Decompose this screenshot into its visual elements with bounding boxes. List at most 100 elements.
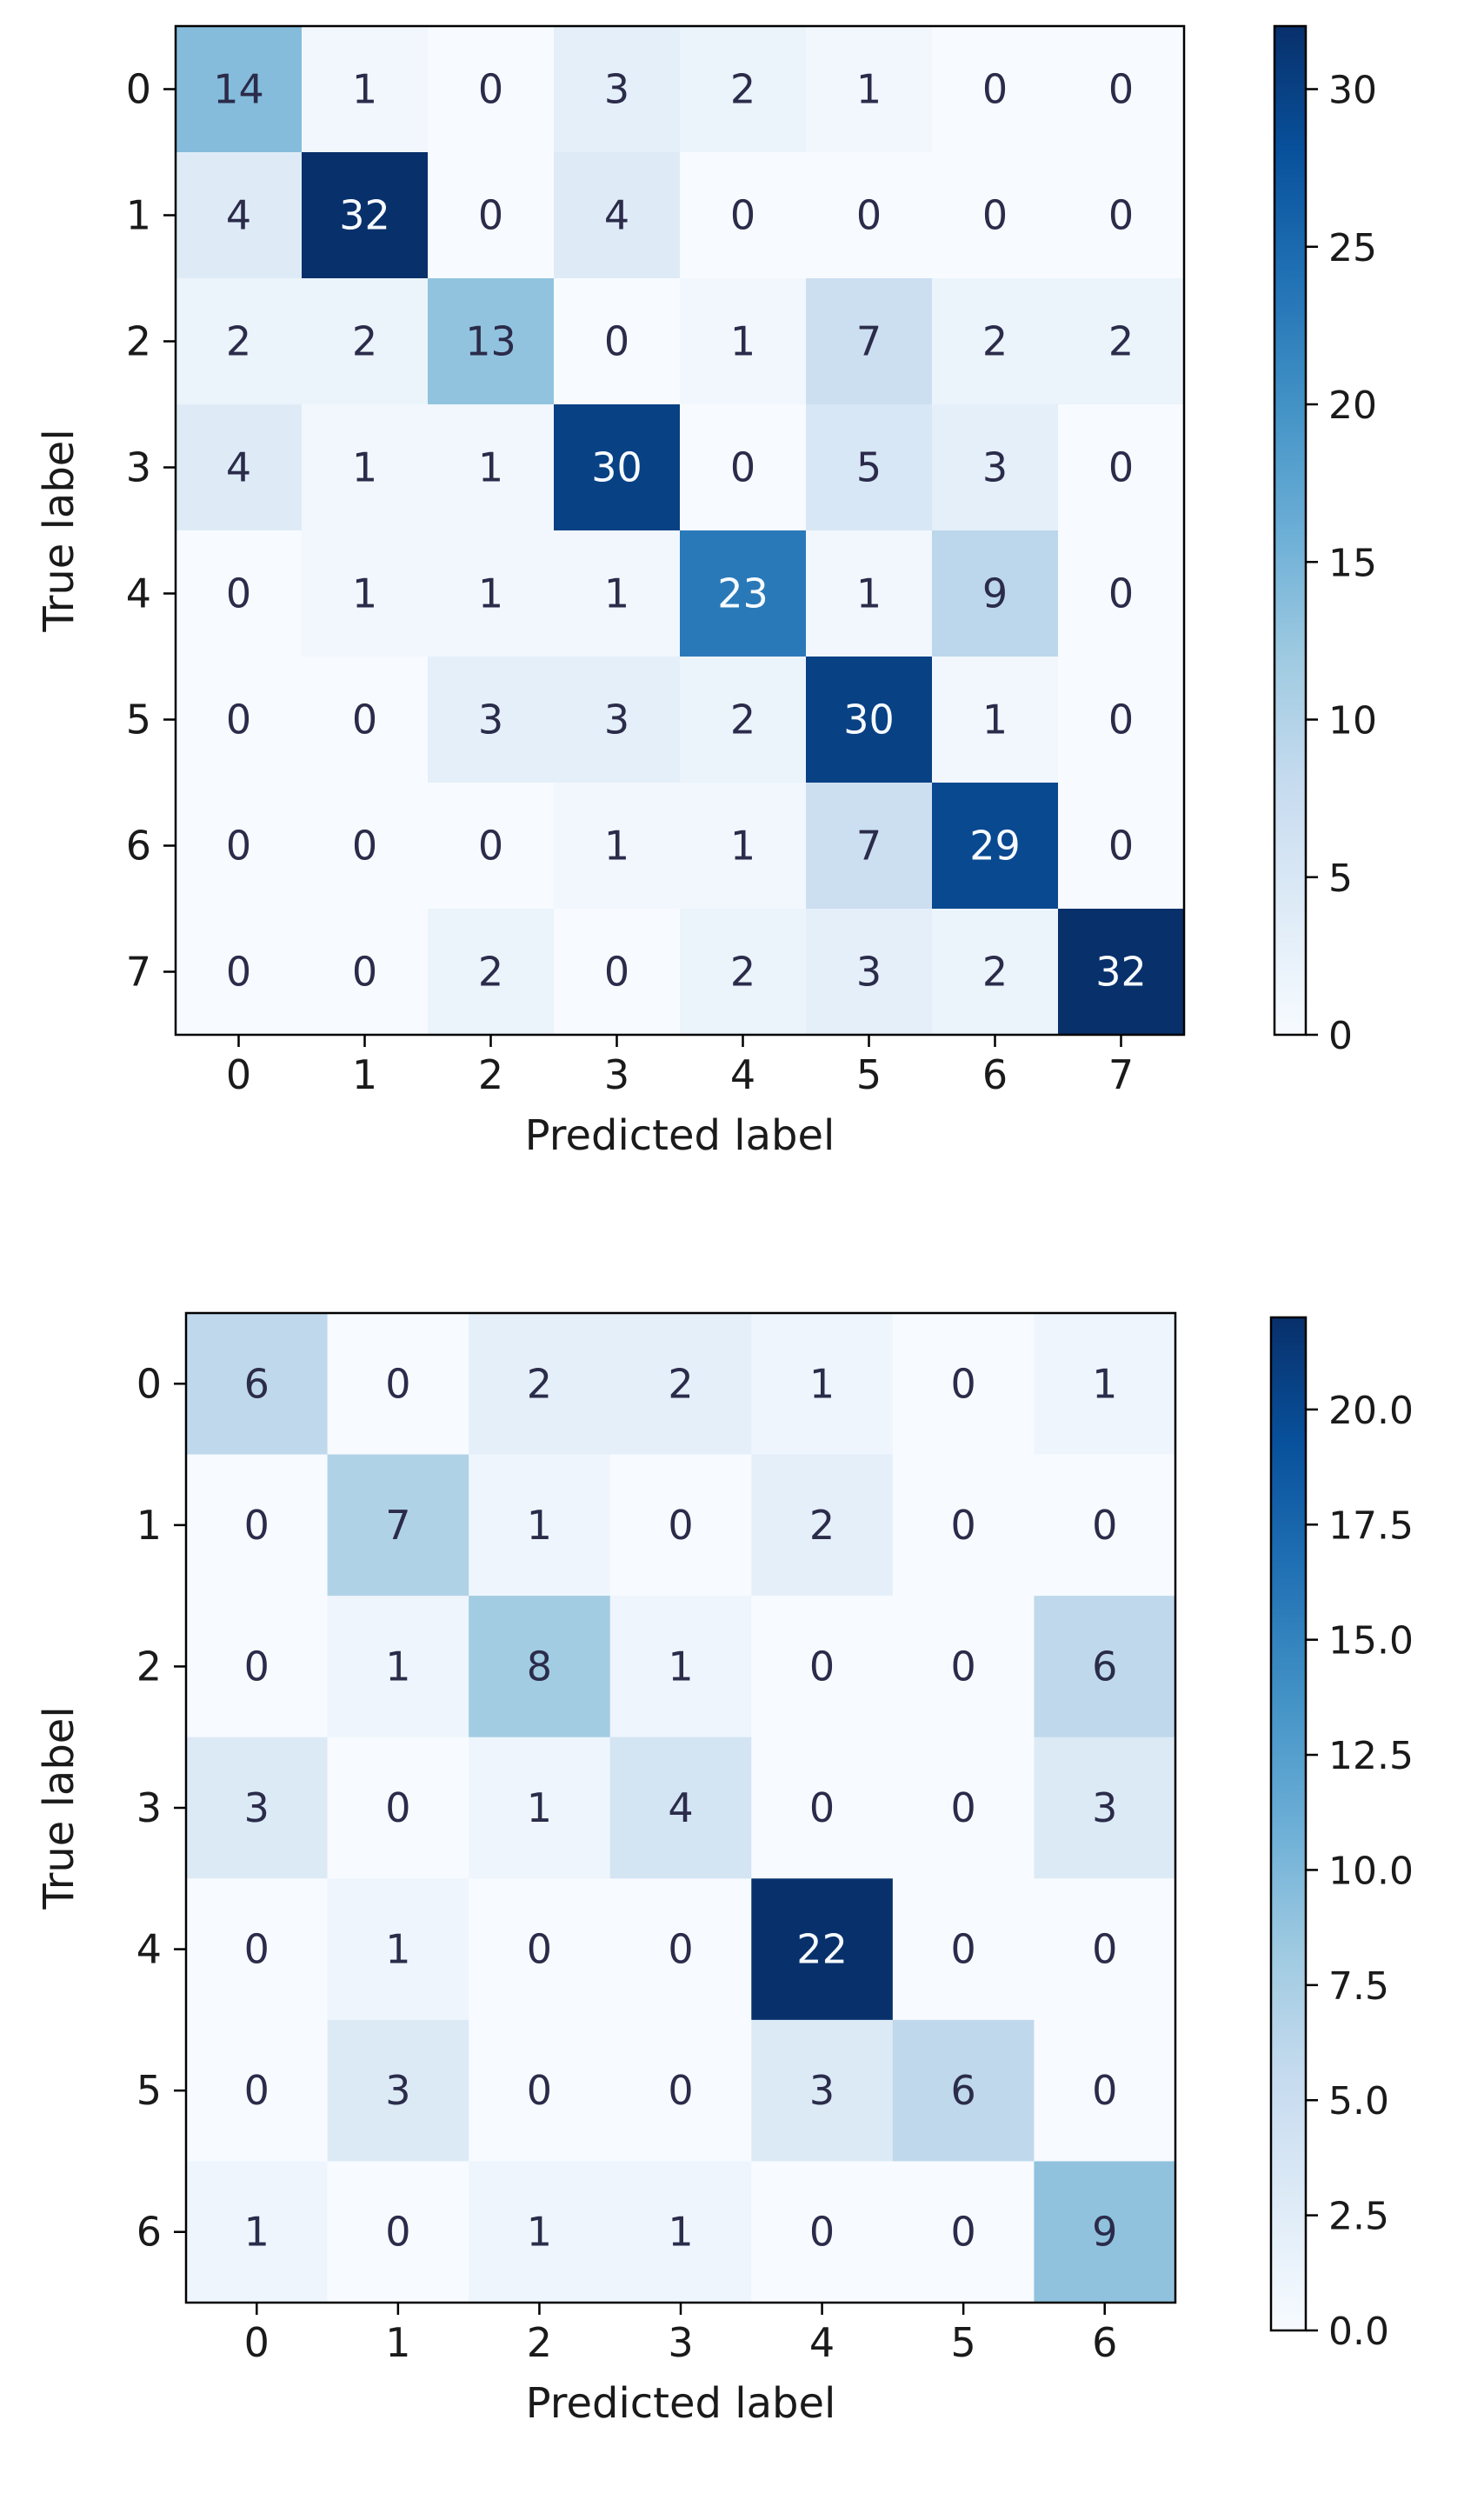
cell-value-label: 1 [604,823,629,870]
cell-value-label: 0 [1108,444,1134,491]
cell-value-label: 30 [591,444,642,491]
heatmap-cell [609,1737,752,1879]
cell-value-label: 9 [1092,2209,1117,2256]
cell-value-label: 0 [226,823,251,870]
heatmap-cell [469,1737,611,1879]
cell-value-label: 0 [1108,823,1134,870]
cell-value-label: 0 [856,192,882,239]
heatmap-cell [751,1878,894,2021]
heatmap-cell [806,152,933,279]
heatmap-cell [186,1596,329,1738]
heatmap-cell [469,2161,611,2303]
cell-value-label: 1 [478,570,503,617]
cell-value-label: 0 [478,66,503,113]
cell-value-label: 2 [1108,318,1134,365]
heatmap-cell [806,404,933,531]
heatmap-cell [554,404,681,531]
heatmap-cell [1034,1878,1176,2021]
cell-value-label: 0 [527,1926,552,1973]
heatmap-cell [176,404,303,531]
heatmap-cell [469,1454,611,1597]
cell-value-label: 4 [226,444,251,491]
cell-value-label: 0 [730,444,755,491]
heatmap-cell [932,278,1059,405]
cell-value-label: 1 [352,444,377,491]
cell-value-label: 0 [244,1502,270,1549]
colorbar-tick-label: 20.0 [1328,1389,1414,1433]
cell-value-label: 1 [1092,1360,1117,1407]
cell-value-label: 1 [809,1360,835,1407]
heatmap-cell [327,2161,469,2303]
cell-value-label: 6 [1092,1643,1117,1690]
heatmap-cell [609,2161,752,2303]
cell-value-label: 2 [982,318,1008,365]
y-tick-label: 3 [136,1784,162,1831]
cell-value-label: 0 [668,2067,693,2114]
colorbar-tick-label: 0 [1328,1014,1353,1058]
heatmap-cell [428,278,555,405]
x-tick-label: 0 [226,1051,251,1098]
cell-value-label: 6 [951,2067,976,2114]
cell-value-label: 3 [385,2067,410,2114]
colorbar-tick-label: 15.0 [1328,1619,1414,1663]
colorbar-tick-label: 10 [1328,699,1377,743]
cell-value-label: 0 [951,1784,976,1831]
cell-value-label: 0 [951,1643,976,1690]
heatmap-cell [186,2161,329,2303]
heatmap-cell [1034,2019,1176,2163]
cell-value-label: 0 [982,192,1008,239]
heatmap-cell [806,783,933,910]
y-tick-label: 5 [126,697,151,743]
cell-value-label: 3 [478,697,503,743]
confusion-matrix-bottom: 6 0 2 2 1 0 10 7 1 0 2 0 00 1 8 1 0 0 63 0 1 4 0 0 30 1 0 0 22 0 00 3 0 0… [35,1311,1414,2428]
colorbar-tick-label: 5.0 [1328,2079,1389,2123]
y-tick-label: 6 [126,823,151,870]
cell-value-label: 0 [1108,697,1134,743]
colorbar-tick-label: 7.5 [1328,1964,1389,2009]
cell-value-label: 29 [969,823,1021,870]
y-tick-label: 1 [126,192,151,239]
heatmap-cell [186,1737,329,1879]
heatmap-cell [892,1313,1035,1456]
heatmap-cell [1058,783,1185,910]
cell-value-label: 0 [385,1784,410,1831]
cell-value-label: 7 [856,318,882,365]
heatmap-cell [428,657,555,783]
heatmap-cell [1034,1454,1176,1597]
cell-value-label: 2 [668,1360,693,1407]
cell-value-label: 32 [1095,949,1147,996]
cell-value-label: 2 [478,949,503,996]
heatmap-cell [554,530,681,657]
cell-value-label: 0 [478,192,503,239]
x-tick-label: 5 [951,2319,976,2366]
heatmap-cell [302,657,429,783]
heatmap-cell [327,2019,469,2163]
heatmap-cell [327,1313,469,1456]
cell-value-label: 0 [244,1926,270,1973]
cell-value-label: 1 [385,1926,410,1973]
x-tick-label: 2 [478,1051,503,1098]
x-axis-label: Predicted label [526,2379,836,2428]
heatmap-cell [751,1313,894,1456]
y-tick-label: 2 [136,1643,162,1690]
heatmap-cell [680,909,807,1036]
cell-value-label: 0 [244,1643,270,1690]
y-axis-label: True label [35,429,83,632]
heatmap-cell [554,152,681,279]
cell-value-label: 1 [668,2209,693,2256]
x-tick-label: 4 [809,2319,835,2366]
cell-value-label: 0 [478,823,503,870]
cell-value-label: 0 [951,1502,976,1549]
heatmap-cell [302,909,429,1036]
heatmap-cell [609,1313,752,1456]
cell-value-label: 0 [385,2209,410,2256]
heatmap-cell [680,657,807,783]
cell-value-label: 0 [352,823,377,870]
colorbar-tick-label: 5 [1328,857,1353,901]
cell-value-label: 2 [809,1502,835,1549]
cell-value-label: 0 [1092,1502,1117,1549]
x-tick-label: 1 [385,2319,410,2366]
heatmap-cell [1058,657,1185,783]
cell-value-label: 0 [809,2209,835,2256]
